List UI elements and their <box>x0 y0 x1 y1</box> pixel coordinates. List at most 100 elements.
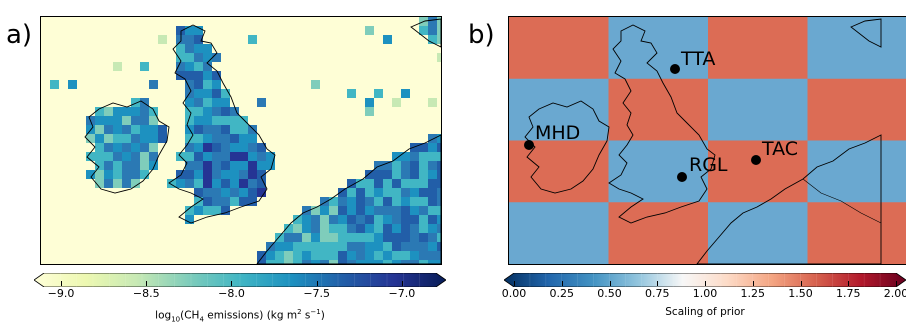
emission-cell <box>419 242 428 251</box>
emission-cell <box>329 233 338 242</box>
station-marker <box>751 155 761 165</box>
emission-cell <box>437 242 441 251</box>
emission-cell <box>329 215 338 224</box>
emission-cell <box>437 53 441 62</box>
colorbar-tick-label: 1.50 <box>788 287 813 300</box>
colorbar-tick-label: 0.00 <box>502 287 527 300</box>
emission-cell <box>383 260 392 264</box>
emission-cell <box>410 242 419 251</box>
emission-cell <box>131 125 140 134</box>
emission-cell <box>419 197 428 206</box>
emission-cell <box>266 251 275 260</box>
emission-cell <box>194 179 203 188</box>
emission-cell <box>419 170 428 179</box>
emission-cell <box>410 215 419 224</box>
emission-cell <box>392 260 401 264</box>
station-label: RGL <box>689 154 728 176</box>
emission-cell <box>212 170 221 179</box>
emission-cell <box>338 206 347 215</box>
emission-cell <box>374 179 383 188</box>
emission-cell <box>419 233 428 242</box>
colorbar-tick-label: 1.75 <box>836 287 861 300</box>
emission-cell <box>131 107 140 116</box>
emission-cell <box>365 206 374 215</box>
emission-cell <box>338 224 347 233</box>
emission-cell <box>122 125 131 134</box>
emission-cell <box>230 107 239 116</box>
emission-cell <box>410 251 419 260</box>
emission-cell <box>410 143 419 152</box>
emission-cell <box>293 251 302 260</box>
emission-cell <box>347 233 356 242</box>
emissions-colorbar-gradient <box>34 273 446 287</box>
emission-cell <box>437 224 441 233</box>
emission-cell <box>428 260 437 264</box>
emission-cell <box>329 251 338 260</box>
emission-cell <box>383 197 392 206</box>
emission-cell <box>428 197 437 206</box>
emission-cell <box>221 134 230 143</box>
emission-cell <box>374 206 383 215</box>
emission-cell <box>266 161 275 170</box>
emission-cell <box>104 143 113 152</box>
emission-cell <box>86 134 95 143</box>
emission-cell <box>131 98 140 107</box>
emission-cell <box>347 260 356 264</box>
emission-cell <box>419 224 428 233</box>
emission-cell <box>221 161 230 170</box>
emission-cell <box>320 233 329 242</box>
emission-cell <box>347 215 356 224</box>
emission-cell <box>248 170 257 179</box>
emission-cell <box>437 179 441 188</box>
emission-cell <box>113 107 122 116</box>
emission-cell <box>230 170 239 179</box>
emission-cell <box>149 134 158 143</box>
emission-cell <box>203 188 212 197</box>
emission-cell <box>185 152 194 161</box>
emission-cell <box>374 170 383 179</box>
emission-cell <box>410 170 419 179</box>
emission-cell <box>329 242 338 251</box>
emission-cell <box>140 107 149 116</box>
emission-cell <box>392 161 401 170</box>
emission-cell <box>374 260 383 264</box>
emission-cell <box>212 125 221 134</box>
emission-cell <box>194 62 203 71</box>
emission-cell <box>437 152 441 161</box>
emission-cell <box>302 224 311 233</box>
emission-cell <box>194 125 203 134</box>
emission-cell <box>347 251 356 260</box>
emission-cell <box>149 107 158 116</box>
emission-cell <box>320 206 329 215</box>
emission-cell <box>140 116 149 125</box>
emission-cell <box>212 134 221 143</box>
emission-cell <box>365 98 374 107</box>
colorbar-tick-label: 1.00 <box>693 287 718 300</box>
colorbar-tick-mark <box>801 281 802 286</box>
colorbar-tick-mark <box>61 281 62 286</box>
emission-cell <box>203 161 212 170</box>
emission-cell <box>356 206 365 215</box>
emission-cell <box>293 260 302 264</box>
emission-cell <box>221 107 230 116</box>
emission-cell <box>113 161 122 170</box>
emission-cell <box>113 62 122 71</box>
emission-cell <box>122 134 131 143</box>
colorbar-tick-label: −7.5 <box>303 287 330 300</box>
emission-cell <box>140 62 149 71</box>
emission-cell <box>203 134 212 143</box>
colorbar-tick-mark <box>231 281 232 286</box>
emissions-map <box>40 16 442 265</box>
emission-cell <box>311 80 320 89</box>
emission-cell <box>239 161 248 170</box>
emission-cell <box>203 80 212 89</box>
emission-cell <box>311 215 320 224</box>
emission-cell <box>212 179 221 188</box>
emission-cell <box>320 224 329 233</box>
emission-cell <box>356 260 365 264</box>
emission-cell <box>419 260 428 264</box>
emission-cell <box>347 89 356 98</box>
emission-cell <box>365 107 374 116</box>
emission-cell <box>122 116 131 125</box>
